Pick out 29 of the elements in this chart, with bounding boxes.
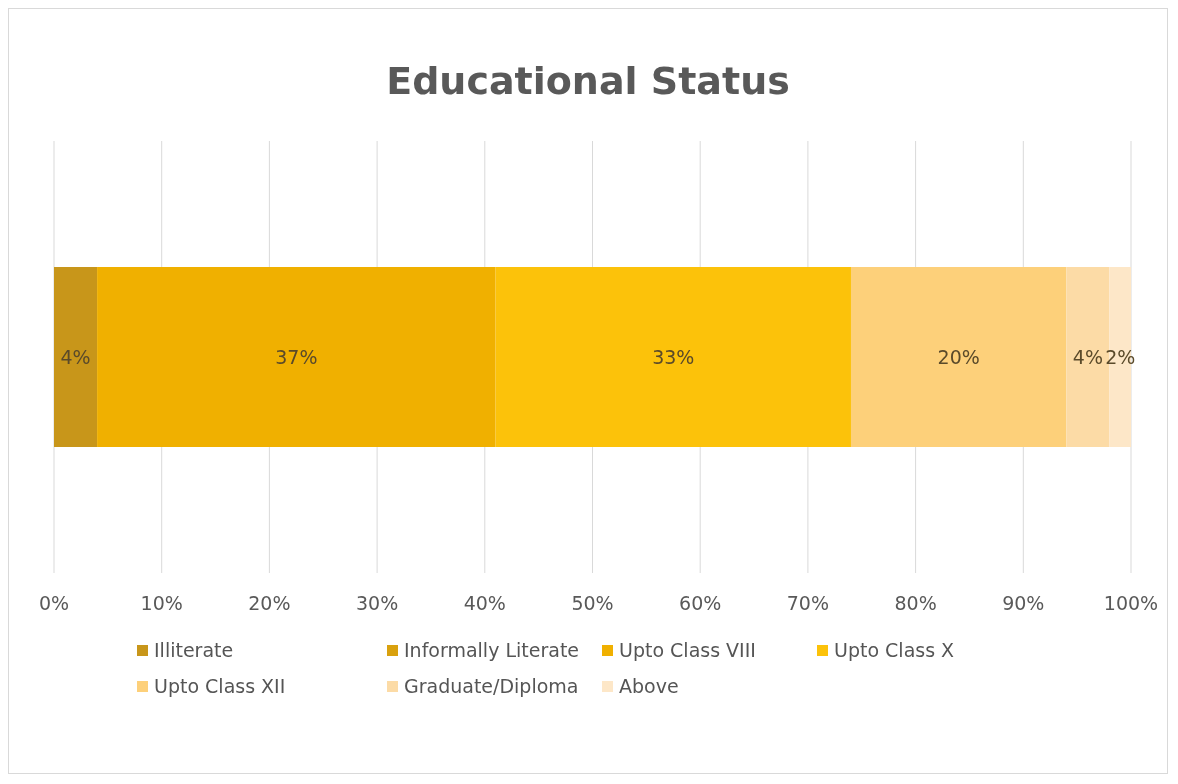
x-tick-label: 90%	[1002, 592, 1045, 615]
legend-label: Above	[619, 675, 679, 697]
legend-label: Upto Class X	[834, 639, 955, 661]
x-tick-label: 10%	[140, 592, 183, 615]
legend-label: Upto Class VIII	[619, 639, 756, 661]
bar	[495, 267, 851, 447]
x-tick-label: 70%	[786, 592, 830, 615]
x-tick-label: 100%	[1103, 592, 1159, 615]
data-label: 33%	[652, 345, 695, 368]
x-tick-label: 40%	[463, 592, 506, 615]
data-label: 20%	[937, 345, 980, 368]
x-tick-label: 50%	[571, 592, 614, 615]
legend-label: Informally Literate	[404, 639, 580, 661]
bar	[850, 267, 1067, 447]
x-tick-label: 20%	[248, 592, 291, 615]
chart-title: Educational Status	[385, 59, 791, 103]
bar	[97, 267, 496, 447]
x-tick-label: 60%	[679, 592, 722, 615]
data-label: 37%	[275, 345, 318, 368]
data-label: 4%	[1072, 345, 1103, 368]
legend-label: Illiterate	[154, 639, 234, 661]
data-label: 2%	[1105, 345, 1136, 368]
x-tick-label: 80%	[894, 592, 937, 615]
legend-label: Upto Class XII	[154, 675, 286, 697]
x-tick-label: 0%	[38, 592, 70, 615]
data-label: 4%	[60, 345, 91, 368]
x-tick-label: 30%	[355, 592, 399, 615]
bar	[54, 267, 98, 447]
legend-label: Graduate/Diploma	[404, 675, 579, 697]
